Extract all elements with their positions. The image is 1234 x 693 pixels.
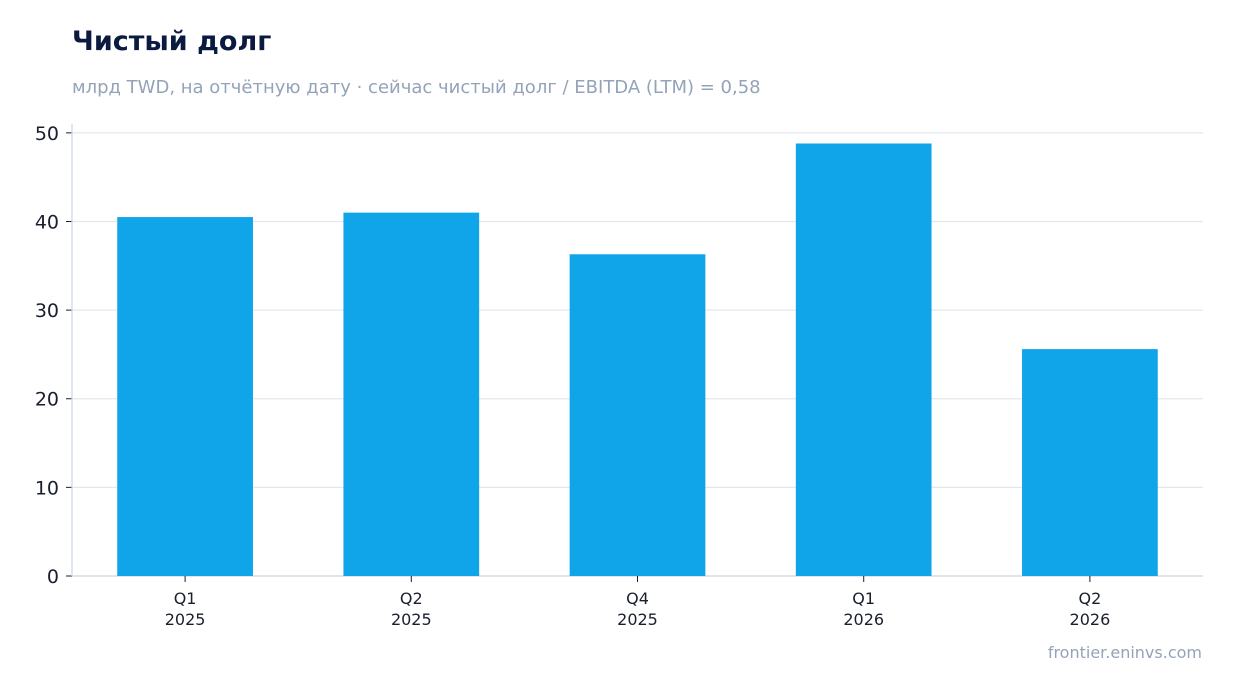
- y-tick-label: 0: [47, 566, 59, 588]
- x-tick-label-quarter: Q1: [852, 589, 875, 608]
- x-tick-label-year: 2026: [1070, 610, 1111, 629]
- y-tick-label: 30: [35, 300, 59, 322]
- y-tick-label: 20: [35, 389, 59, 411]
- chart-title: Чистый долг: [72, 26, 272, 57]
- bar: [343, 212, 480, 577]
- chart-subtitle: млрд TWD, на отчётную дату · сейчас чист…: [72, 77, 761, 98]
- bars: [117, 143, 1158, 577]
- x-tick-label-year: 2025: [617, 610, 658, 629]
- x-tick-label-year: 2025: [391, 610, 432, 629]
- bar: [1022, 349, 1158, 576]
- x-tick-label-quarter: Q2: [1079, 589, 1102, 608]
- x-tick-label-year: 2026: [843, 610, 884, 629]
- x-tick-label-quarter: Q2: [400, 589, 423, 608]
- x-tick-label-year: 2025: [165, 610, 206, 629]
- y-tick-label: 10: [35, 477, 59, 499]
- bar: [117, 217, 253, 576]
- x-tick-label-quarter: Q4: [626, 589, 649, 608]
- y-tick-label: 50: [35, 123, 59, 145]
- y-tick-labels: 0 10 20 30 40 50: [35, 123, 59, 588]
- x-tick-labels: Q1 2025 Q2 2025 Q4 2025 Q1 2026 Q2 2026: [165, 589, 1111, 629]
- bar: [569, 254, 706, 576]
- x-tick-label-quarter: Q1: [174, 589, 197, 608]
- source-label: frontier.eninvs.com: [1047, 643, 1202, 662]
- y-tick-label: 40: [35, 211, 59, 233]
- bar: [795, 143, 932, 576]
